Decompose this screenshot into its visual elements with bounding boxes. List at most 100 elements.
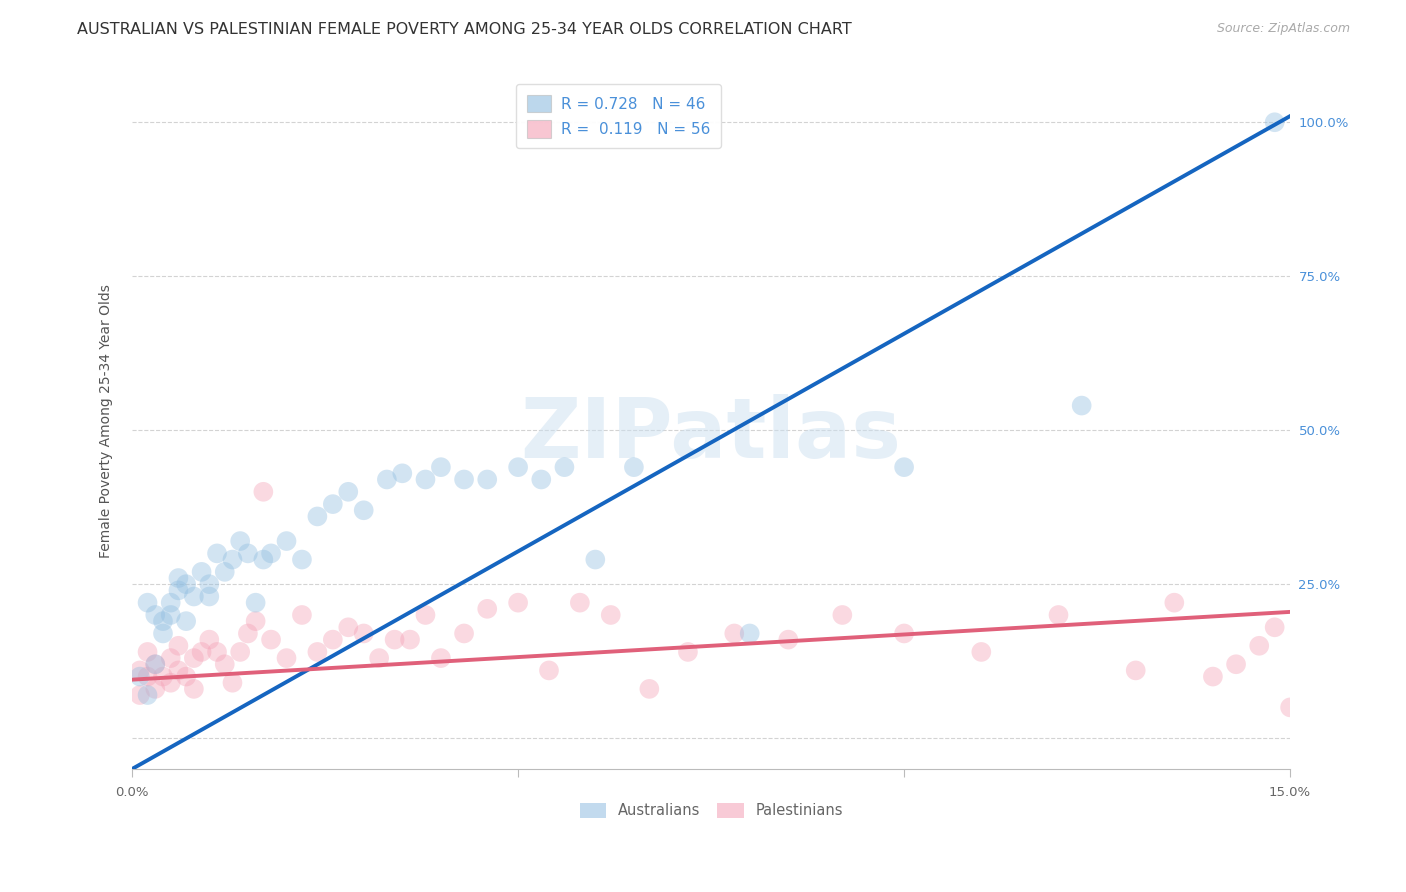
Point	[143, 657, 166, 672]
Point	[477, 473, 499, 487]
Point	[136, 596, 159, 610]
Point	[353, 626, 375, 640]
Point	[893, 626, 915, 640]
Point	[553, 460, 575, 475]
Point	[307, 509, 329, 524]
Point	[159, 675, 181, 690]
Point	[1125, 664, 1147, 678]
Point	[568, 596, 591, 610]
Point	[391, 467, 413, 481]
Point	[167, 583, 190, 598]
Point	[831, 607, 853, 622]
Point	[190, 565, 212, 579]
Point	[583, 552, 606, 566]
Point	[221, 675, 243, 690]
Point	[128, 688, 150, 702]
Point	[307, 645, 329, 659]
Point	[337, 620, 360, 634]
Point	[152, 669, 174, 683]
Point	[229, 645, 252, 659]
Legend: Australians, Palestinians: Australians, Palestinians	[574, 797, 849, 824]
Point	[276, 651, 298, 665]
Point	[415, 473, 437, 487]
Point	[198, 590, 221, 604]
Point	[236, 546, 259, 560]
Point	[599, 607, 621, 622]
Point	[430, 460, 453, 475]
Point	[136, 669, 159, 683]
Point	[778, 632, 800, 647]
Point	[260, 632, 283, 647]
Point	[159, 607, 181, 622]
Point	[236, 626, 259, 640]
Point	[1279, 700, 1302, 714]
Point	[159, 651, 181, 665]
Point	[1202, 669, 1225, 683]
Point	[214, 657, 236, 672]
Point	[676, 645, 699, 659]
Point	[530, 473, 553, 487]
Point	[893, 460, 915, 475]
Point	[128, 664, 150, 678]
Text: AUSTRALIAN VS PALESTINIAN FEMALE POVERTY AMONG 25-34 YEAR OLDS CORRELATION CHART: AUSTRALIAN VS PALESTINIAN FEMALE POVERTY…	[77, 22, 852, 37]
Point	[167, 664, 190, 678]
Point	[322, 632, 344, 647]
Y-axis label: Female Poverty Among 25-34 Year Olds: Female Poverty Among 25-34 Year Olds	[100, 284, 114, 558]
Point	[198, 632, 221, 647]
Point	[970, 645, 993, 659]
Point	[128, 669, 150, 683]
Point	[183, 590, 205, 604]
Text: Source: ZipAtlas.com: Source: ZipAtlas.com	[1216, 22, 1350, 36]
Point	[1264, 115, 1286, 129]
Point	[1070, 399, 1092, 413]
Point	[723, 626, 745, 640]
Point	[537, 664, 560, 678]
Point	[183, 651, 205, 665]
Point	[174, 614, 197, 628]
Point	[368, 651, 391, 665]
Point	[453, 626, 475, 640]
Point	[252, 552, 274, 566]
Point	[174, 577, 197, 591]
Point	[136, 645, 159, 659]
Point	[221, 552, 243, 566]
Point	[415, 607, 437, 622]
Point	[205, 546, 228, 560]
Point	[167, 571, 190, 585]
Point	[174, 669, 197, 683]
Point	[506, 596, 529, 610]
Point	[623, 460, 645, 475]
Point	[190, 645, 212, 659]
Point	[159, 596, 181, 610]
Point	[322, 497, 344, 511]
Point	[353, 503, 375, 517]
Point	[375, 473, 398, 487]
Point	[430, 651, 453, 665]
Point	[1163, 596, 1185, 610]
Point	[229, 534, 252, 549]
Point	[245, 614, 267, 628]
Text: ZIPatlas: ZIPatlas	[520, 394, 901, 475]
Point	[276, 534, 298, 549]
Point	[291, 607, 314, 622]
Point	[143, 681, 166, 696]
Point	[167, 639, 190, 653]
Point	[136, 688, 159, 702]
Point	[198, 577, 221, 591]
Point	[399, 632, 422, 647]
Point	[1249, 639, 1271, 653]
Point	[143, 607, 166, 622]
Point	[245, 596, 267, 610]
Point	[506, 460, 529, 475]
Point	[152, 614, 174, 628]
Point	[384, 632, 406, 647]
Point	[260, 546, 283, 560]
Point	[252, 484, 274, 499]
Point	[638, 681, 661, 696]
Point	[143, 657, 166, 672]
Point	[152, 626, 174, 640]
Point	[1047, 607, 1070, 622]
Point	[1264, 620, 1286, 634]
Point	[183, 681, 205, 696]
Point	[291, 552, 314, 566]
